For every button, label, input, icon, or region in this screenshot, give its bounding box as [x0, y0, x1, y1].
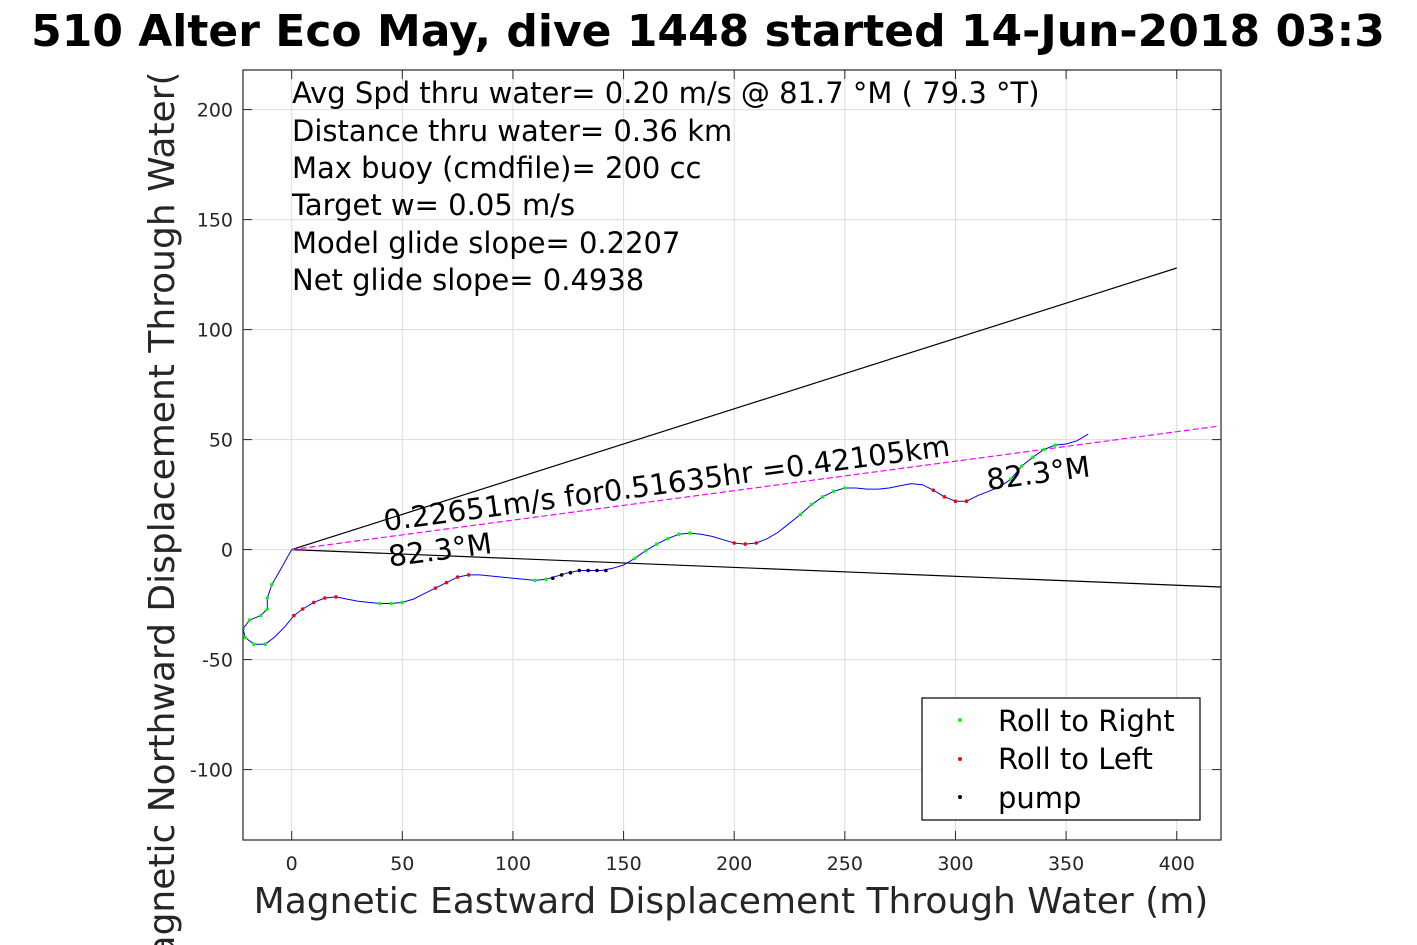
point-roll-to-left [466, 573, 471, 577]
point-roll-to-right [378, 601, 382, 606]
point-roll-to-right [389, 601, 394, 606]
point-roll-to-right [263, 642, 267, 646]
net-glide-text: Net glide slope= 0.4938 [292, 263, 644, 297]
y-tick-label: 100 [197, 320, 233, 342]
x-tick-label: 50 [390, 853, 414, 875]
point-roll-to-right [258, 613, 263, 618]
point-pump [595, 568, 599, 573]
y-tick-label: 200 [197, 100, 233, 122]
y-tick-label: -50 [202, 650, 233, 672]
legend-marker-roll-left [958, 757, 962, 761]
point-pump [550, 576, 555, 580]
legend-label-roll-left: Roll to Left [998, 742, 1153, 776]
point-roll-to-left [444, 580, 449, 585]
distance-text: Distance thru water= 0.36 km [292, 114, 732, 148]
point-roll-to-right [798, 512, 803, 517]
x-tick-label: 0 [286, 853, 298, 875]
y-axis-label: Magnetic Northward Displacement Through … [142, 71, 183, 945]
point-roll-to-right [544, 577, 548, 582]
info-text-block: Avg Spd thru water= 0.20 m/s @ 81.7 °M (… [291, 76, 1040, 297]
point-roll-to-right [688, 531, 692, 535]
point-roll-to-left [323, 596, 327, 600]
point-roll-to-left [743, 542, 748, 546]
x-tick-label: 100 [495, 853, 531, 875]
point-roll-to-right [843, 486, 847, 490]
point-roll-to-right [243, 635, 248, 640]
point-pump [559, 573, 564, 577]
point-roll-to-right [632, 556, 637, 561]
point-roll-to-left [455, 575, 460, 579]
x-tick-label: 350 [1048, 853, 1084, 875]
x-tick-label: 300 [937, 853, 973, 875]
point-pump [577, 568, 582, 573]
y-tick-label: -100 [190, 760, 233, 782]
point-roll-to-right [654, 542, 659, 546]
point-roll-to-right [1031, 455, 1035, 460]
guide-line-2 [291, 425, 1217, 551]
guide-line-1 [291, 549, 1221, 588]
point-roll-to-right [533, 578, 537, 583]
track-line [243, 433, 1089, 645]
point-roll-to-left [953, 499, 958, 504]
point-roll-to-right [265, 596, 270, 600]
avg-speed-text: Avg Spd thru water= 0.20 m/s @ 81.7 °M (… [292, 76, 1040, 110]
tick-marks [243, 70, 1221, 840]
point-roll-to-left [732, 541, 737, 545]
point-roll-to-right [269, 583, 274, 587]
y-tick-label: 50 [209, 430, 233, 452]
x-tick-label: 400 [1159, 853, 1195, 875]
max-buoy-text: Max buoy (cmdfile)= 200 cc [292, 151, 701, 185]
point-roll-to-left [292, 613, 296, 618]
point-roll-to-right [809, 502, 814, 507]
guide-line-0 [291, 267, 1177, 551]
y-tick-label: 150 [197, 210, 233, 232]
target-w-text: Target w= 0.05 m/s [291, 188, 575, 222]
point-roll-to-left [964, 499, 969, 504]
model-glide-text: Model glide slope= 0.2207 [292, 226, 680, 260]
legend-marker-pump [958, 795, 962, 799]
point-roll-to-right [820, 495, 825, 499]
y-tick-label: 0 [221, 540, 233, 562]
point-roll-to-right [1042, 447, 1046, 452]
point-roll-to-left [433, 586, 438, 590]
point-roll-to-left [754, 541, 759, 545]
point-roll-to-left [300, 607, 305, 611]
x-tick-labels: 0 50 100 150 200 250 300 350 400 [286, 853, 1195, 875]
axes-frame [242, 69, 1222, 841]
point-roll-to-right [247, 618, 252, 622]
x-tick-label: 250 [827, 853, 863, 875]
legend-label-pump: pump [998, 781, 1081, 815]
x-axis-label: Magnetic Eastward Displacement Through W… [254, 881, 1209, 922]
markers-layer [243, 443, 1057, 646]
legend-label-roll-right: Roll to Right [998, 704, 1175, 738]
point-roll-to-right [1020, 464, 1024, 468]
x-tick-label: 200 [716, 853, 752, 875]
legend-box [921, 697, 1201, 821]
point-roll-to-right [831, 489, 836, 494]
point-roll-to-right [400, 600, 405, 605]
point-pump [586, 568, 590, 573]
legend: Roll to Right Roll to Left pump [921, 697, 1201, 821]
point-roll-to-right [265, 607, 270, 611]
point-roll-to-left [312, 600, 316, 605]
point-roll-to-left [334, 595, 338, 599]
y-tick-labels: -100 -50 0 50 100 150 200 [190, 100, 233, 782]
point-roll-to-right [1053, 443, 1057, 447]
point-roll-to-right [643, 548, 648, 553]
point-pump [604, 568, 608, 573]
point-roll-to-right [666, 536, 670, 541]
legend-marker-roll-right [958, 718, 962, 722]
point-roll-to-right [252, 642, 256, 646]
point-roll-to-right [1008, 477, 1013, 482]
point-roll-to-right [677, 532, 681, 536]
guide-lines [291, 267, 1221, 588]
point-roll-to-left [931, 488, 936, 493]
point-roll-to-left [942, 495, 947, 499]
track-layer [243, 433, 1089, 645]
x-tick-label: 150 [605, 853, 641, 875]
chart-title: 510 Alter Eco May, dive 1448 started 14-… [31, 6, 1385, 57]
point-pump [568, 570, 573, 575]
